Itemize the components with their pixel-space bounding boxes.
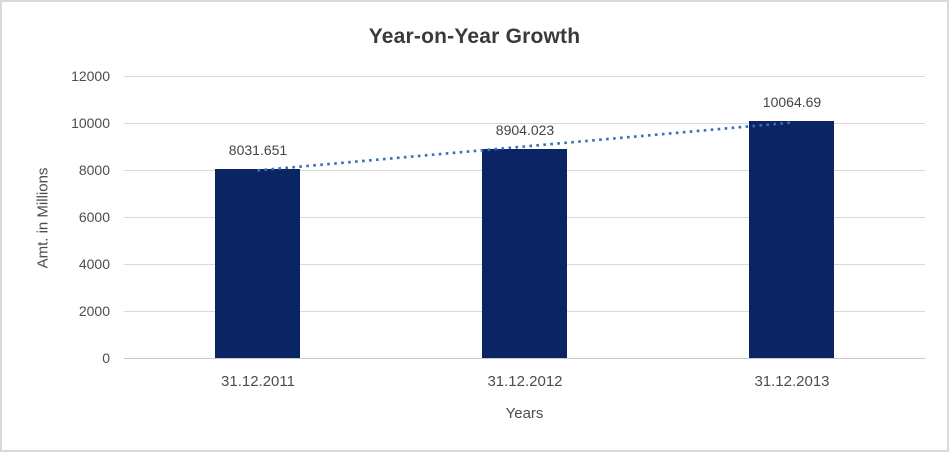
gridline [124, 76, 925, 77]
x-axis-title: Years [505, 405, 544, 422]
x-tick-label: 31.12.2012 [487, 373, 563, 390]
chart-title: Year-on-Year Growth [368, 25, 581, 48]
x-tick-label: 31.12.2011 [221, 373, 295, 390]
bar-value-label: 8904.023 [495, 122, 555, 138]
y-tick-label: 0 [102, 350, 110, 366]
bar-value-label: 10064.69 [762, 94, 822, 110]
bar [215, 169, 300, 358]
bar-value-label: 8031.651 [228, 142, 288, 158]
y-tick-label: 2000 [78, 303, 110, 319]
x-tick-label: 31.12.2013 [754, 373, 830, 390]
y-tick-label: 8000 [78, 162, 110, 178]
y-tick-label: 6000 [78, 209, 110, 225]
bar [749, 121, 834, 358]
x-axis-line [124, 358, 925, 359]
y-tick-label: 4000 [78, 256, 110, 272]
bar [482, 149, 567, 358]
y-tick-label: 12000 [71, 68, 110, 84]
y-tick-label: 10000 [71, 115, 110, 131]
